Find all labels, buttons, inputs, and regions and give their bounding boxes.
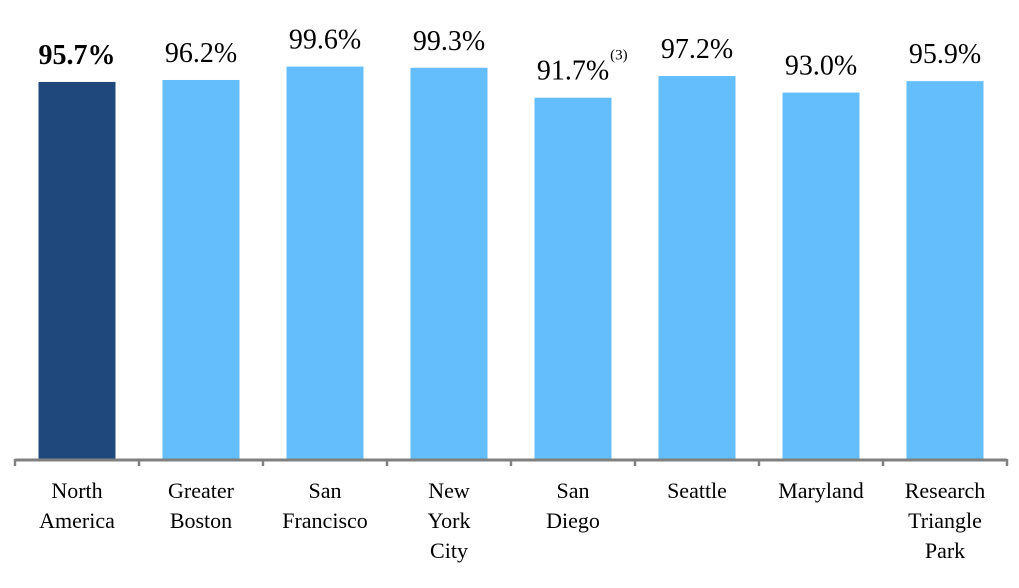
value-label: 95.9% [909,39,981,70]
value-label: 99.6% [289,25,361,56]
value-labels: 95.7% 96.2% 99.6% 99.3% 91.7%(3) 97.2% 93.0% 95… [39,25,982,87]
category-label: City [430,538,468,563]
category-label: North [51,478,102,503]
category-label: Greater [168,478,235,503]
bar [534,97,612,460]
bar [410,67,488,460]
value-label: 91.7% [537,56,609,87]
category-labels: North America Greater Boston San Francisco New… [39,478,985,563]
category-label: Maryland [778,478,864,503]
bar [38,81,116,459]
bars [38,66,984,460]
bar [286,66,364,460]
category-label: Francisco [282,508,368,533]
category-label: San [309,478,342,503]
category-label: Seattle [667,478,727,503]
category-label: Triangle [908,508,982,533]
category-label: Diego [546,508,600,533]
value-label: 95.7% [39,40,116,71]
bar [906,81,984,460]
bar [658,76,736,460]
category-label: Park [925,538,965,563]
category-label: America [39,508,115,533]
category-label: New [428,478,470,503]
category-label: Research [905,478,986,503]
value-label: 99.3% [413,26,485,57]
category-label: Boston [170,508,232,533]
value-label: 96.2% [165,38,237,69]
bar [162,79,240,460]
x-axis [13,458,1009,466]
footnote-marker: (3) [610,48,628,64]
category-label: San [557,478,590,503]
category-label: York [427,508,470,533]
value-label: 93.0% [785,51,857,82]
value-label: 97.2% [661,34,733,65]
bar [782,92,860,459]
